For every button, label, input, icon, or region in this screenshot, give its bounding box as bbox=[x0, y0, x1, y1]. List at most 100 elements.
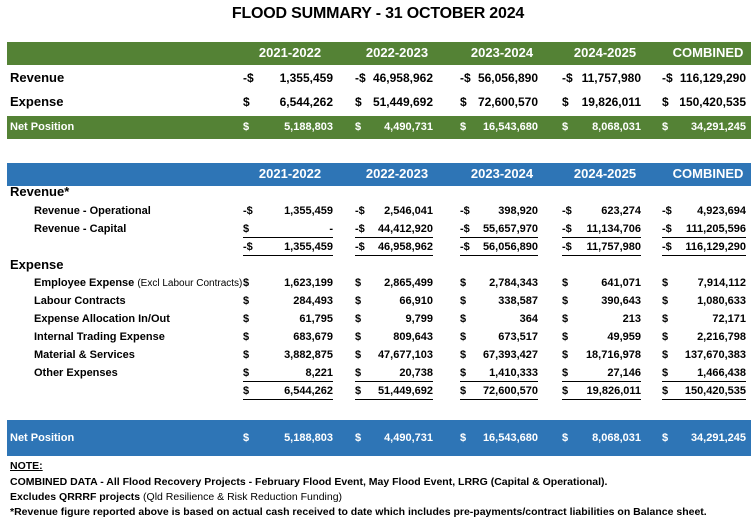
table-row: Material & Services $3,882,875 $47,677,103… bbox=[0, 346, 756, 364]
amount: 213 bbox=[622, 313, 641, 325]
value-cell: $72,600,570 bbox=[460, 93, 538, 111]
currency-sign: -$ bbox=[562, 205, 572, 217]
row-label-text: Employee Expense bbox=[34, 277, 135, 289]
currency-sign: $ bbox=[662, 385, 669, 397]
value-cell: $27,146 bbox=[562, 364, 641, 382]
detail-header bbox=[7, 163, 751, 186]
currency-sign: -$ bbox=[662, 71, 673, 85]
value-cell: $809,643 bbox=[355, 328, 433, 346]
currency-sign: -$ bbox=[355, 205, 365, 217]
amount: 11,757,980 bbox=[581, 71, 641, 85]
detail-net-position-row: Net Position $5,188,803 $4,490,731 $16,543,… bbox=[0, 429, 756, 447]
table-row: Revenue - Operational -$ 1,355,459 -$ 2,546,… bbox=[0, 202, 756, 220]
value-cell: $51,449,692 bbox=[355, 93, 433, 111]
value-cell: -$ 46,958,962 bbox=[355, 69, 433, 87]
row-label-note: (Excl Labour Contracts) bbox=[137, 278, 243, 289]
currency-sign: $ bbox=[562, 277, 569, 289]
value-cell: -$ 55,657,970 bbox=[460, 220, 538, 238]
value-cell: $34,291,245 bbox=[662, 429, 746, 447]
detail-net-position-bar bbox=[7, 420, 751, 456]
column-header: 2021-2022 bbox=[258, 45, 322, 60]
currency-sign: $ bbox=[355, 95, 362, 109]
amount: 7,914,112 bbox=[697, 277, 746, 289]
value-cell: $1,466,438 bbox=[662, 364, 746, 382]
row-label: Net Position bbox=[10, 118, 74, 136]
value-cell: $1,410,333 bbox=[460, 364, 538, 382]
currency-sign: $ bbox=[562, 331, 569, 343]
currency-sign: $ bbox=[243, 223, 250, 235]
currency-sign: -$ bbox=[460, 71, 471, 85]
currency-sign: -$ bbox=[562, 223, 572, 235]
value-cell: $641,071 bbox=[562, 274, 641, 292]
currency-sign: -$ bbox=[243, 241, 253, 253]
page-title: FLOOD SUMMARY - 31 OCTOBER 2024 bbox=[231, 5, 525, 22]
value-cell: $284,493 bbox=[243, 292, 333, 310]
amount: 3,882,875 bbox=[284, 349, 333, 361]
currency-sign: -$ bbox=[243, 205, 253, 217]
currency-sign: $ bbox=[562, 95, 569, 109]
value-cell: $19,826,011 bbox=[562, 382, 641, 400]
amount: 9,799 bbox=[405, 313, 433, 325]
amount: 1,080,633 bbox=[697, 295, 746, 307]
table-row: Internal Trading Expense $683,679 $809,643… bbox=[0, 328, 756, 346]
currency-sign: $ bbox=[355, 367, 362, 379]
currency-sign: $ bbox=[243, 385, 250, 397]
column-header: 2023-2024 bbox=[470, 166, 534, 181]
amount: 150,420,535 bbox=[684, 385, 746, 397]
amount: 5,188,803 bbox=[284, 121, 333, 133]
value-cell: $6,544,262 bbox=[243, 93, 333, 111]
value-cell: -$ 1,355,459 bbox=[243, 238, 333, 256]
value-cell: $19,826,011 bbox=[562, 93, 641, 111]
amount: 44,412,920 bbox=[377, 223, 433, 235]
amount: 623,274 bbox=[601, 205, 641, 217]
amount: 390,643 bbox=[601, 295, 641, 307]
currency-sign: $ bbox=[355, 385, 362, 397]
value-cell: -$ 2,546,041 bbox=[355, 202, 433, 220]
amount: 2,216,798 bbox=[697, 331, 746, 343]
row-label-text: Labour Contracts bbox=[34, 295, 126, 307]
amount: 51,449,692 bbox=[372, 95, 433, 109]
currency-sign: $ bbox=[460, 367, 467, 379]
value-cell: $18,716,978 bbox=[562, 346, 641, 364]
amount: 683,679 bbox=[293, 331, 333, 343]
row-label-text: Expense Allocation In/Out bbox=[34, 313, 170, 325]
currency-sign: $ bbox=[243, 121, 250, 133]
table-row: Expense Allocation In/Out $61,795 $9,799 $3… bbox=[0, 310, 756, 328]
amount: 2,865,499 bbox=[384, 277, 433, 289]
value-cell: -$ 46,958,962 bbox=[355, 238, 433, 256]
expense-heading: Expense bbox=[10, 257, 64, 272]
currency-sign: $ bbox=[355, 121, 362, 133]
amount: 34,291,245 bbox=[690, 432, 746, 444]
column-header: COMBINED bbox=[672, 45, 744, 60]
currency-sign: $ bbox=[355, 349, 362, 361]
value-cell: -$ 44,412,920 bbox=[355, 220, 433, 238]
value-cell: $66,910 bbox=[355, 292, 433, 310]
amount: 4,490,731 bbox=[384, 432, 433, 444]
currency-sign: -$ bbox=[562, 71, 573, 85]
value-cell: -$ 4,923,694 bbox=[662, 202, 746, 220]
revenue-heading: Revenue* bbox=[10, 184, 70, 199]
row-label-text: Material & Services bbox=[34, 349, 135, 361]
amount: 18,716,978 bbox=[585, 349, 641, 361]
value-cell: $2,784,343 bbox=[460, 274, 538, 292]
amount: 72,171 bbox=[712, 313, 746, 325]
currency-sign: $ bbox=[662, 295, 669, 307]
column-header: 2022-2023 bbox=[365, 166, 429, 181]
amount: 111,205,596 bbox=[686, 223, 746, 235]
expense-total-row: $6,544,262 $51,449,692 $72,600,570 $19,826,… bbox=[0, 382, 756, 400]
summary-net-position-row: Net Position $5,188,803 $4,490,731 $16,543,… bbox=[0, 118, 756, 136]
row-label: Other Expenses bbox=[34, 364, 118, 382]
currency-sign: $ bbox=[662, 313, 669, 325]
amount: - bbox=[329, 223, 333, 235]
amount: 1,410,333 bbox=[489, 367, 538, 379]
amount: 67,393,427 bbox=[482, 349, 538, 361]
row-label: Internal Trading Expense bbox=[34, 328, 165, 346]
currency-sign: $ bbox=[460, 121, 467, 133]
row-label-text: Other Expenses bbox=[34, 367, 118, 379]
currency-sign: $ bbox=[662, 349, 669, 361]
currency-sign: $ bbox=[562, 367, 569, 379]
currency-sign: -$ bbox=[460, 205, 470, 217]
amount: 27,146 bbox=[607, 367, 641, 379]
summary-header bbox=[7, 42, 751, 65]
currency-sign: $ bbox=[562, 349, 569, 361]
